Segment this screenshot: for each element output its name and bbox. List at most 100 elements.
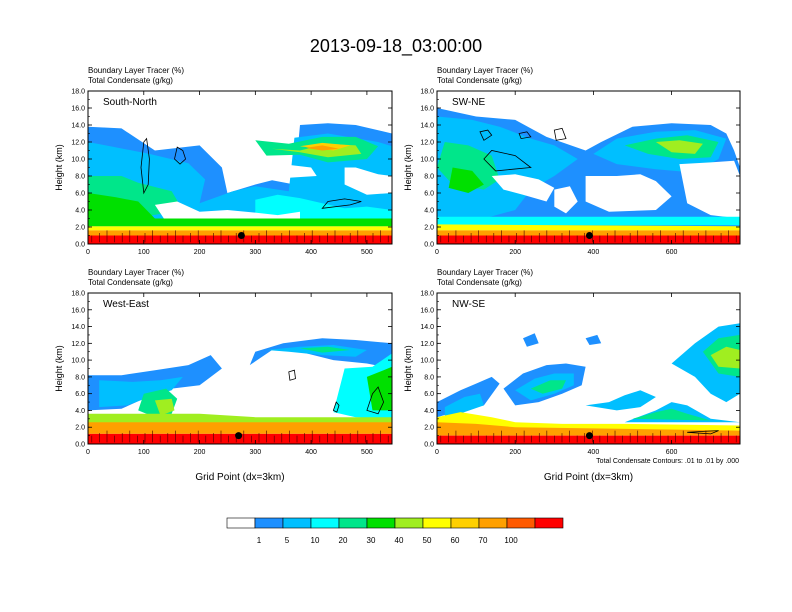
y-tick-label: 12.0 [71, 140, 85, 147]
plot-area [88, 91, 392, 244]
colorbar-swatch [394, 517, 424, 529]
x-tick-label: 200 [194, 449, 206, 456]
condensate-contour [687, 430, 719, 435]
panel-subtitle: Total Condensate (g/kg) [88, 76, 173, 85]
panel-south-north: 0.0 2.0 4.0 6.0 8.0 10.0 12.0 14.0 16.0 18.0 0 100 2… [54, 66, 393, 256]
y-tick-label: 12.0 [71, 341, 85, 348]
colorbar-swatch [478, 517, 508, 529]
shading-region [585, 390, 656, 411]
y-tick-label: 12.0 [420, 140, 434, 147]
condensate-contour [140, 137, 150, 195]
colorbar-label: 1 [257, 536, 262, 545]
colorbar-label: 5 [285, 536, 290, 545]
colorbar-label: 100 [504, 536, 518, 545]
panel-west-east: 0.0 2.0 4.0 6.0 8.0 10.0 12.0 14.0 16.0 18.0 0 100 2… [54, 268, 393, 483]
y-tick-label: 6.0 [424, 391, 434, 398]
shading-region [437, 412, 740, 431]
y-axis-label: Height (km) [403, 144, 413, 191]
y-tick-label: 16.0 [420, 307, 434, 314]
y-tick-label: 6.0 [75, 191, 85, 198]
x-axis-label: Grid Point (dx=3km) [195, 472, 284, 483]
y-tick-label: 12.0 [420, 341, 434, 348]
panel-subtitle: Total Condensate (g/kg) [88, 278, 173, 287]
panels: 0.0 2.0 4.0 6.0 8.0 10.0 12.0 14.0 16.0 18.0 0 100 2… [54, 66, 741, 483]
shading-region [448, 167, 484, 193]
colorbar-swatch [450, 517, 480, 529]
x-tick-label: 500 [361, 449, 373, 456]
plot-area [437, 293, 740, 444]
colorbar: 1 5 10 20 30 40 50 60 70 100 [226, 517, 564, 545]
panel-subtitle: Total Condensate (g/kg) [437, 76, 522, 85]
y-tick-label: 0.0 [75, 242, 85, 249]
condensate-contour [483, 150, 532, 172]
shading-region [88, 413, 392, 424]
location-marker [235, 432, 243, 440]
y-tick-label: 16.0 [420, 106, 434, 113]
shading-region [300, 346, 351, 353]
colorbar-swatch [338, 517, 368, 529]
colorbar-swatch [534, 517, 564, 529]
y-tick-label: 10.0 [420, 157, 434, 164]
colorbar-swatch [506, 517, 536, 529]
shading-region [632, 408, 711, 421]
y-tick-label: 18.0 [420, 291, 434, 298]
panel-nw-se: 0.0 2.0 4.0 6.0 8.0 10.0 12.0 14.0 16.0 18.0 0 200 4… [403, 268, 741, 483]
y-tick-label: 4.0 [424, 408, 434, 415]
x-tick-label: 400 [305, 449, 317, 456]
y-tick-label: 14.0 [71, 324, 85, 331]
y-tick-label: 16.0 [71, 307, 85, 314]
y-axis-label: Height (km) [54, 144, 64, 191]
panel-name: West-East [103, 299, 149, 310]
location-marker [585, 432, 593, 440]
colorbar-swatch [226, 517, 256, 529]
shading-region [154, 201, 300, 222]
shading-region [444, 393, 484, 418]
shading-region [585, 334, 602, 345]
y-tick-label: 10.0 [420, 358, 434, 365]
y-tick-label: 0.0 [424, 442, 434, 449]
y-tick-label: 2.0 [424, 425, 434, 432]
y-tick-label: 8.0 [424, 374, 434, 381]
y-tick-label: 14.0 [71, 123, 85, 130]
x-axis-label: Grid Point (dx=3km) [544, 472, 633, 483]
shading-region [99, 376, 183, 408]
shading-region [710, 346, 740, 369]
colorbar-label: 50 [423, 536, 432, 545]
y-tick-label: 6.0 [424, 191, 434, 198]
shading-region [679, 160, 740, 219]
y-tick-label: 10.0 [71, 358, 85, 365]
x-tick-label: 0 [435, 249, 439, 256]
x-tick-label: 600 [666, 249, 678, 256]
x-tick-label: 400 [305, 249, 317, 256]
y-axis-label: Height (km) [54, 345, 64, 392]
shading-region [88, 422, 392, 434]
shading-region [530, 380, 566, 394]
shading-region [437, 216, 740, 226]
location-marker [237, 232, 245, 239]
shading-region [154, 398, 175, 416]
shading-region [437, 224, 740, 231]
y-tick-label: 0.0 [424, 242, 434, 249]
y-tick-label: 16.0 [71, 106, 85, 113]
shading-region [88, 226, 392, 231]
figure-title: 2013-09-18_03:00:00 [310, 36, 482, 57]
panel-subtitle: Total Condensate (g/kg) [437, 278, 522, 287]
y-tick-label: 0.0 [75, 442, 85, 449]
shading-region [88, 218, 392, 227]
colorbar-swatch [254, 517, 284, 529]
panel-subtitle: Boundary Layer Tracer (%) [88, 66, 184, 75]
y-tick-label: 2.0 [75, 225, 85, 232]
y-tick-label: 2.0 [424, 225, 434, 232]
panel-subtitle: Boundary Layer Tracer (%) [437, 268, 533, 277]
colorbar-label: 20 [339, 536, 348, 545]
shading-region [523, 333, 539, 347]
panel-name: SW-NE [452, 97, 485, 108]
x-tick-label: 0 [86, 449, 90, 456]
x-tick-label: 200 [194, 249, 206, 256]
shading-region [266, 164, 317, 178]
shading-region [655, 140, 703, 154]
y-tick-label: 14.0 [420, 324, 434, 331]
x-tick-label: 400 [588, 449, 600, 456]
x-tick-label: 0 [435, 449, 439, 456]
